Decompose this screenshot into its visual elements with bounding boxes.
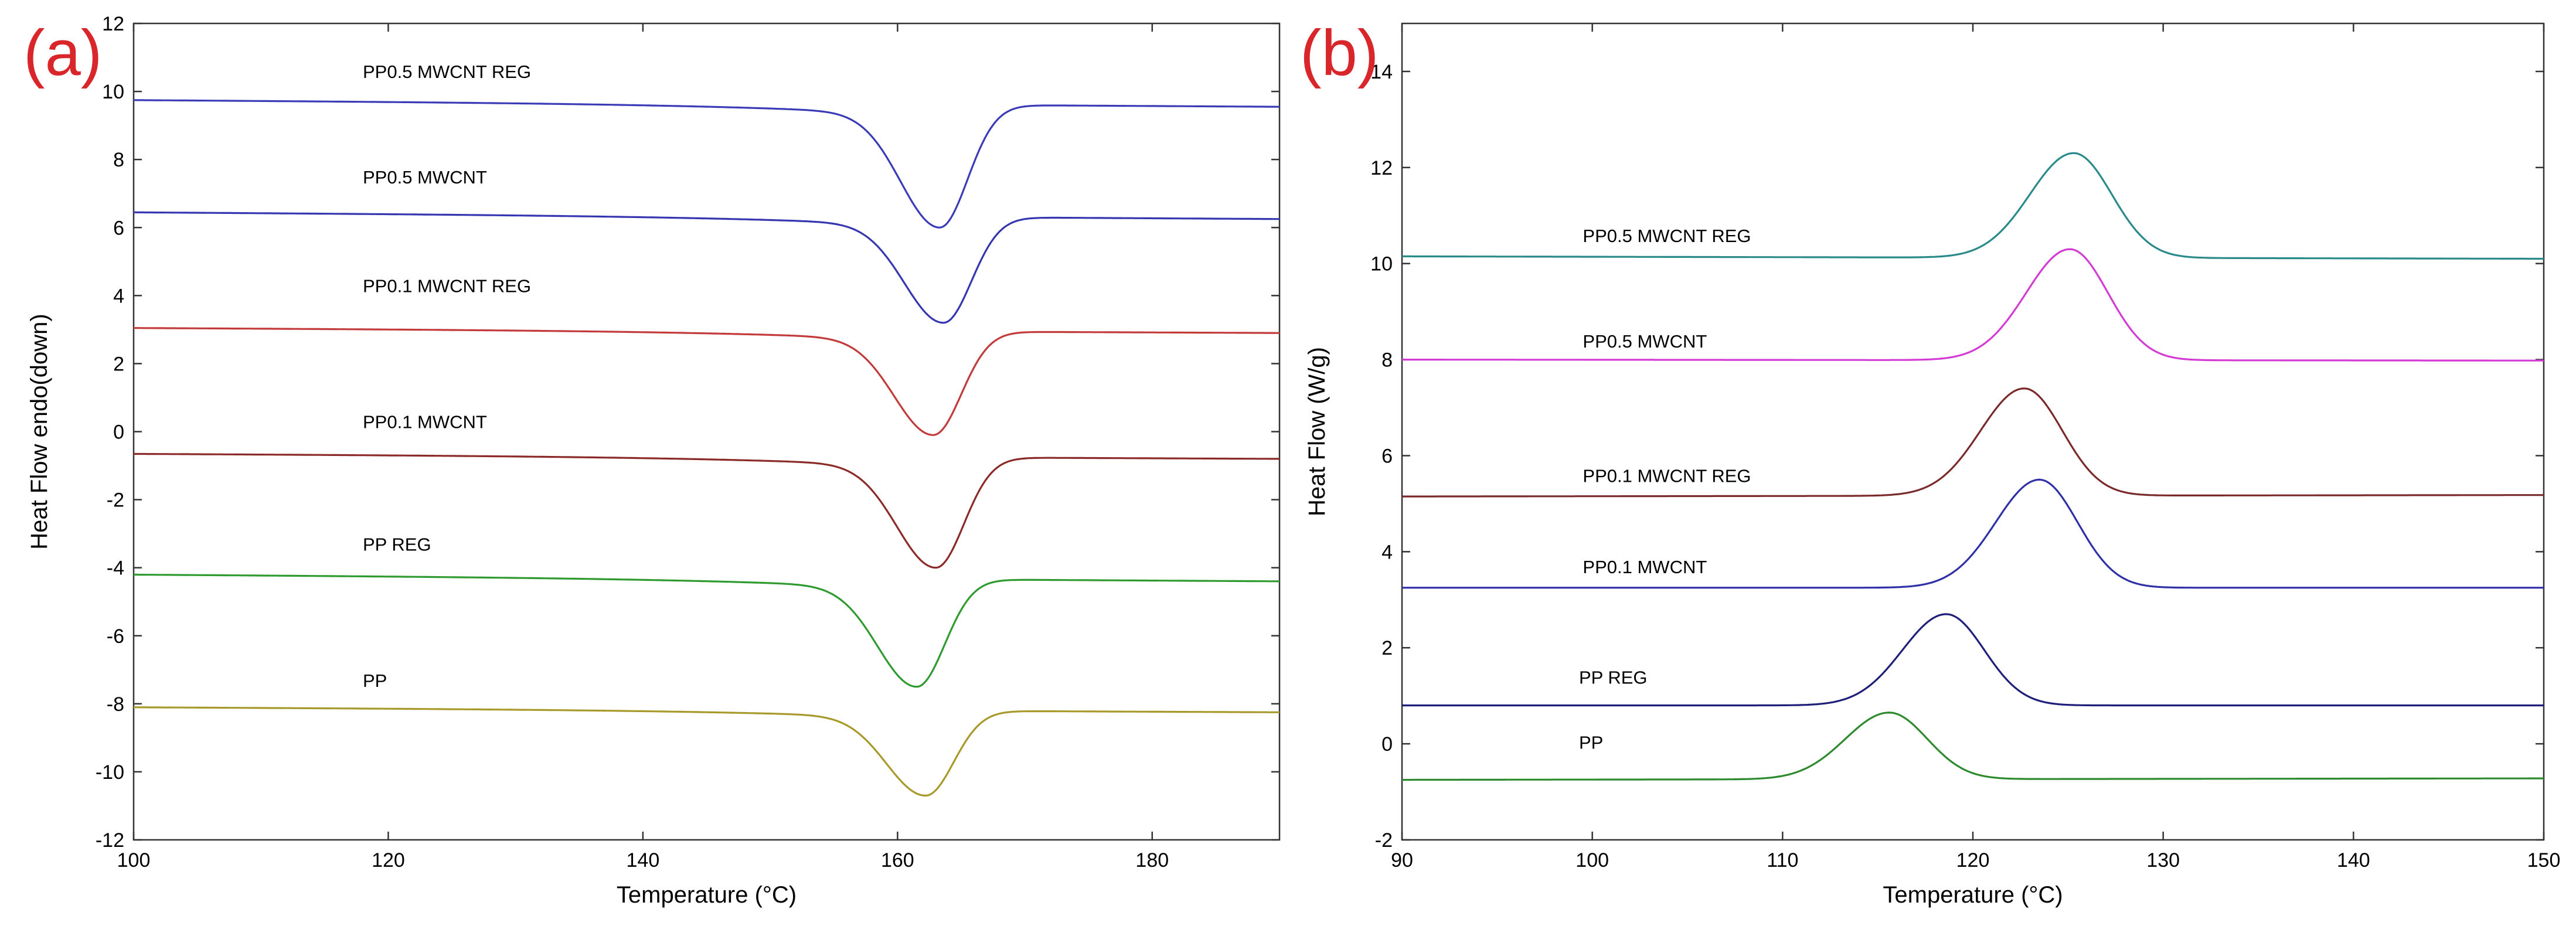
curve-label-pp-reg: PP REG	[1579, 668, 1648, 688]
series-line-pp0-1-mwcnt-reg	[1402, 387, 2544, 498]
y-tick-label: -2	[107, 489, 124, 512]
y-tick-label: 4	[113, 285, 124, 307]
y-tick-label: 8	[1381, 349, 1393, 372]
y-tick-label: 8	[113, 149, 124, 171]
series-line-pp0-5-mwcnt-reg	[1402, 152, 2544, 260]
y-tick-label: 10	[102, 81, 124, 103]
curve-label-pp0-1-mwcnt: PP0.1 MWCNT	[1583, 557, 1707, 577]
y-tick-label: -8	[107, 693, 124, 716]
y-tick-label: 4	[1381, 541, 1393, 563]
series-line-pp0-1-mwcnt	[1402, 478, 2544, 589]
curve-label-pp0-1-mwcnt-reg: PP0.1 MWCNT REG	[363, 276, 531, 297]
x-tick-label: 160	[881, 849, 914, 871]
x-axis-title: Temperature (°C)	[1883, 882, 2063, 908]
y-tick-label: -10	[96, 761, 124, 784]
series-line-pp0-5-mwcnt	[134, 211, 1280, 324]
x-tick-label: 100	[1575, 849, 1609, 871]
curve-label-pp0-1-mwcnt: PP0.1 MWCNT	[363, 412, 487, 433]
x-tick-label: 150	[2527, 849, 2561, 871]
y-tick-label: 6	[1381, 445, 1393, 467]
x-tick-label: 120	[372, 849, 405, 871]
series-line-pp0-1-mwcnt	[133, 452, 1280, 569]
curve-label-pp: PP	[363, 670, 387, 691]
series-line-pp0-5-mwcnt	[1402, 248, 2544, 362]
x-tick-label: 90	[1391, 849, 1413, 871]
y-tick-label: 2	[113, 353, 124, 375]
curve-label-pp-reg: PP REG	[363, 535, 431, 555]
curve-label-pp: PP	[1579, 732, 1603, 753]
y-tick-label: -12	[96, 829, 124, 852]
curve-label-pp0-5-mwcnt-reg: PP0.5 MWCNT REG	[1583, 226, 1751, 246]
y-tick-label: 12	[1370, 157, 1393, 179]
x-tick-label: 100	[117, 849, 151, 871]
y-axis-title: Heat Flow (W/g)	[1304, 347, 1330, 516]
x-axis-title: Temperature (°C)	[617, 882, 797, 908]
y-tick-label: 12	[102, 13, 124, 35]
y-axis-title: Heat Flow endo(down)	[26, 314, 52, 549]
series-line-pp-reg	[1402, 613, 2544, 707]
y-tick-label: -4	[107, 557, 124, 580]
y-tick-label: 0	[1381, 733, 1393, 755]
y-tick-label: 14	[1370, 61, 1393, 83]
series-line-pp-reg	[134, 573, 1280, 688]
curve-label-pp0-5-mwcnt: PP0.5 MWCNT	[1583, 331, 1707, 352]
x-tick-label: 140	[2337, 849, 2370, 871]
panel-label: (a)	[23, 17, 102, 89]
panel-b: 90 100 110 120 130 140 150 -2 0 2 4 6 8 10 12 14 Tempera…	[1300, 17, 2560, 908]
x-tick-label: 120	[1956, 849, 1990, 871]
x-tick-label: 130	[2146, 849, 2180, 871]
x-tick-label: 140	[627, 849, 660, 871]
y-tick-label: -2	[1375, 829, 1393, 852]
panel-a: 100 120 140 160 180 -12 -10 -8 -6 -4 -2 0 2 4 6 8 10 12 Te…	[23, 13, 1281, 908]
curve-label-pp0-5-mwcnt: PP0.5 MWCNT	[363, 167, 487, 188]
series-line-pp	[1402, 711, 2544, 781]
series-line-pp	[134, 706, 1280, 797]
y-tick-label: 0	[113, 421, 124, 444]
x-tick-label: 110	[1767, 849, 1798, 871]
plot-frame	[1401, 22, 2545, 841]
series-line-pp0-5-mwcnt-reg	[134, 99, 1280, 229]
y-tick-label: 6	[113, 217, 124, 239]
y-tick-label: 2	[1381, 637, 1393, 659]
curve-label-pp0-5-mwcnt-reg: PP0.5 MWCNT REG	[363, 62, 531, 82]
plot-frame	[132, 22, 1281, 841]
y-tick-label: -6	[107, 625, 124, 648]
y-tick-label: 10	[1370, 253, 1393, 275]
panel-label: (b)	[1300, 17, 1379, 89]
series-line-pp0-1-mwcnt-reg	[134, 327, 1280, 436]
x-tick-label: 180	[1135, 849, 1169, 871]
curve-label-pp0-1-mwcnt-reg: PP0.1 MWCNT REG	[1583, 466, 1751, 486]
